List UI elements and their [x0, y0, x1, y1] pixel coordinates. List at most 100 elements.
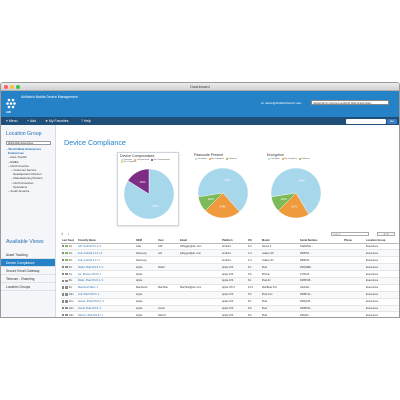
table-row[interactable]: 12m Gentil- iPad iOS 8 / 1 Apple Gentil Appl… [61, 305, 399, 313]
legend-item[interactable]: Not Compliant [281, 157, 297, 160]
column-header[interactable]: Model [261, 238, 299, 244]
global-search-button[interactable]: Go [387, 118, 397, 124]
filter-icon[interactable]: ⚲ [61, 232, 64, 236]
table-row[interactable]: 10m ireft- iPad iOS 8 / 1 Apple Apple iOS 8.… [61, 291, 399, 299]
table-cell[interactable]: Ridaz- iPad iOS 8.1 / 1 [77, 277, 135, 285]
close-window-button[interactable] [4, 85, 8, 89]
column-header[interactable]: Last Seen [61, 238, 77, 244]
row-checkbox[interactable] [62, 258, 65, 262]
tree-item[interactable]: – North American [11, 180, 34, 185]
tree-item[interactable]: Operations [13, 184, 28, 189]
legend-item[interactable]: Not Compromised [150, 158, 170, 161]
table-cell[interactable]: ireft- iPad iOS 8 / 1 [77, 291, 135, 299]
legend-item[interactable]: Compliant [268, 157, 280, 160]
view-secure-email-gateway[interactable]: Secure Email Gateway [1, 267, 55, 275]
table-search-input[interactable]: Search [331, 231, 369, 236]
legend-item[interactable]: Unknown [298, 157, 310, 160]
nav-favorites[interactable]: ★ My Favorites [45, 119, 68, 124]
row-checkbox[interactable] [62, 265, 65, 269]
row-checkbox[interactable] [62, 313, 65, 317]
row-checkbox[interactable] [62, 300, 65, 303]
table-row[interactable]: 5m ireft- Android 4.4 / 3 Samsung Android 4.… [61, 256, 399, 265]
column-header[interactable]: Phone [343, 238, 365, 244]
pie-slice[interactable] [127, 168, 150, 195]
chart-passcode-present[interactable]: Passcode Present Compliant Not Compliant U… [192, 152, 254, 226]
pie-slice[interactable] [205, 192, 240, 219]
global-search-input[interactable] [346, 118, 386, 124]
tree-item[interactable]: – EMEA [8, 159, 19, 164]
menu-icon: ≡ [6, 119, 8, 123]
minimize-window-button[interactable] [10, 85, 14, 89]
legend-item[interactable]: Compromised [133, 158, 149, 161]
legend-item[interactable]: Unknown [121, 158, 132, 161]
table-cell[interactable]: Sammi- iPad iOS 8 / 1 [77, 311, 135, 317]
pie-slice[interactable] [198, 192, 224, 211]
row-checkbox[interactable] [62, 279, 65, 282]
tree-item[interactable]: Enterprises [8, 151, 24, 156]
table-row[interactable]: 9m Macintosh Mac / 1 Macintosh MacHost MacHo… [61, 284, 399, 292]
column-header[interactable]: OEM [135, 238, 157, 244]
row-checkbox[interactable] [62, 251, 65, 255]
view-telecom-roaming[interactable]: Telecom - Roaming [1, 275, 55, 283]
legend-item[interactable]: Not Compliant [121, 160, 136, 163]
pie-slice[interactable] [270, 167, 322, 215]
row-checkbox[interactable] [62, 307, 65, 310]
chart-device-compromised[interactable]: Device Compromised Unknown Compromised Not… [117, 152, 179, 226]
nav-add[interactable]: + Add [27, 119, 36, 124]
cell-text: Apple iOS [222, 293, 234, 297]
nav-menu[interactable]: ≡ Menu [6, 119, 17, 124]
pie-slice[interactable] [197, 167, 249, 213]
table-cell[interactable]: Gentil- iPad iOS 8 / 1 [77, 305, 135, 313]
row-checkbox[interactable] [62, 286, 65, 289]
view-location-groups[interactable]: Location Groups [1, 283, 55, 291]
row-checkbox[interactable] [62, 272, 65, 276]
chart-encryption[interactable]: Encryption Compliant Not Compliant Unknown… [265, 152, 327, 226]
table-cell[interactable]: Macintosh Mac / 1 [77, 284, 135, 292]
column-header[interactable]: Location Group [365, 238, 399, 244]
table-cell[interactable]: ireft- Android 4.4.4 / 3 [77, 249, 135, 258]
table-row[interactable]: 2m cliff- Android 6.0.1 / 1 LGE Cliff cliffe… [61, 243, 399, 251]
table-cell[interactable]: ireft- Android 4.4 / 3 [77, 256, 135, 265]
row-checkbox[interactable] [62, 293, 65, 296]
organization-select[interactable]: Global Admin (Account-at-World Wide Ente… [311, 100, 389, 105]
view-asset-tracking[interactable]: Asset Tracking [1, 251, 55, 259]
legend-item[interactable]: Compliant [195, 157, 207, 160]
table-pager[interactable]: 1 / 1 [377, 231, 395, 236]
table-row[interactable]: 11m Sessw- iPad iOS 8.1 / 1 Apple Apple iOS… [61, 298, 399, 306]
table-row[interactable]: 6m Rsafd- iPad iOS 8.1 / 1 Apple Rsafd Apple… [61, 263, 399, 272]
location-group-select[interactable]: World-Wide Enterprises [6, 141, 51, 145]
column-header[interactable]: Friendly Name [77, 238, 135, 244]
cell-text: Executives [366, 265, 379, 269]
column-header[interactable]: Email [179, 238, 221, 244]
column-header[interactable]: User [157, 238, 179, 244]
legend-item[interactable]: Unknown [225, 157, 237, 160]
tree-item[interactable]: – Asia / Pacific [8, 155, 27, 160]
tree-item[interactable]: – South America [8, 189, 30, 194]
row-checkbox[interactable] [62, 245, 65, 248]
legend-item[interactable]: Not Compliant [208, 157, 224, 160]
table-cell[interactable]: cliff- Android 6.0.1 / 1 [77, 243, 135, 251]
column-header[interactable]: Serial Number [299, 238, 343, 244]
table-row[interactable]: 7m ssr- iPhone iOS 8 / 1 Apple Apple iOS 8.0… [61, 270, 399, 278]
user-info[interactable]: Hi, admin@AirWatchAdmin User [261, 101, 302, 105]
tree-item[interactable]: – North America [8, 163, 29, 168]
tree-item[interactable]: – Customer Service [11, 168, 37, 173]
table-cell[interactable]: Sessw- iPad iOS 8.1 / 1 [77, 298, 135, 306]
column-header[interactable]: OS [247, 238, 261, 244]
zoom-window-button[interactable] [16, 85, 20, 89]
nav-help[interactable]: ? Help [81, 119, 91, 124]
pie-slice[interactable] [271, 192, 297, 211]
tree-item[interactable]: – Manufacturing Division [11, 176, 43, 181]
tree-item[interactable]: – World-Wide Enterprises [6, 147, 42, 151]
tree-item[interactable]: Headquarters Division [13, 172, 42, 177]
cell-text: Cliff [158, 244, 163, 248]
view-device-compliance[interactable]: Device Compliance [1, 259, 55, 267]
table-cell[interactable]: Rsafd- iPad iOS 8.1 / 1 [77, 263, 135, 272]
table-row[interactable]: 8m Ridaz- iPad iOS 8.1 / 1 Apple Apple iOS 8… [61, 277, 399, 285]
table-cell[interactable]: ssr- iPhone iOS 8 / 1 [77, 270, 135, 278]
export-icon[interactable]: ⇩ [67, 232, 70, 236]
cell-text: iPad [262, 306, 268, 310]
column-header[interactable]: Platform [221, 238, 247, 244]
table-row[interactable]: 3m ireft- Android 4.4.4 / 3 Samsung Jeff jef… [61, 249, 399, 258]
table-row[interactable]: 14m Sammi- iPad iOS 8 / 1 Apple Sammi Apple … [61, 311, 399, 317]
